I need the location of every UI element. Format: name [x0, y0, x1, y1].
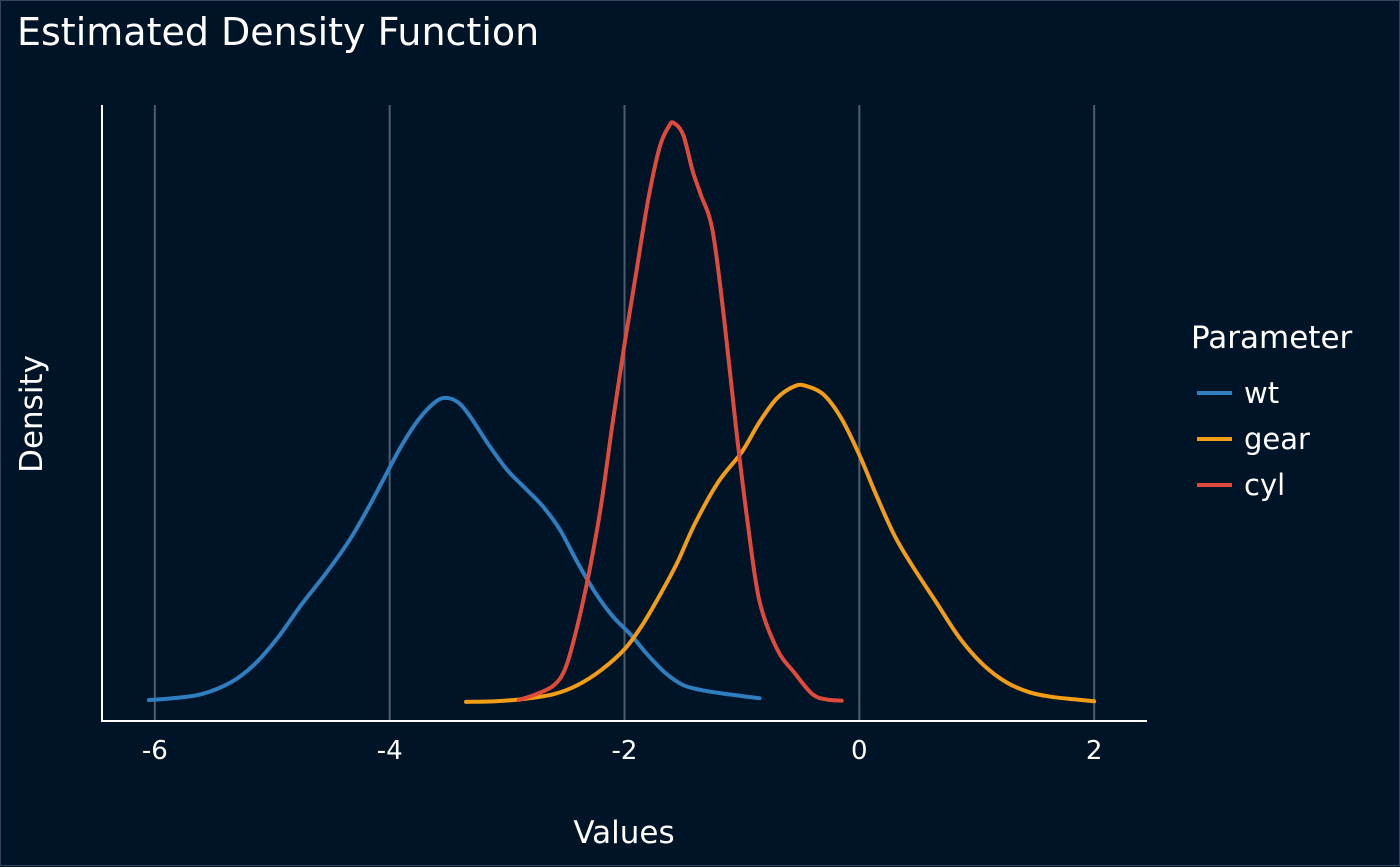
- x-tick-labels: -6 -4 -2 0 2: [142, 736, 1103, 766]
- x-tick-label: -2: [612, 736, 638, 766]
- x-tick-label: 0: [851, 736, 868, 766]
- legend: Parameter wt gear cyl: [1191, 320, 1353, 502]
- legend-items: wt gear cyl: [1197, 376, 1310, 502]
- legend-label-cyl: cyl: [1244, 468, 1285, 502]
- y-axis-title: Density: [14, 355, 50, 473]
- chart-title: Estimated Density Function: [17, 10, 539, 54]
- series-line-cyl: [516, 120, 844, 703]
- x-axis-title: Values: [573, 815, 674, 851]
- x-tick-label: -6: [142, 736, 168, 766]
- legend-label-gear: gear: [1244, 422, 1310, 456]
- series-line-gear: [463, 382, 1097, 704]
- x-tick-label: 2: [1086, 736, 1103, 766]
- x-tick-label: -4: [377, 736, 403, 766]
- gridlines: [153, 105, 1096, 721]
- series-lines: [146, 120, 1097, 704]
- legend-label-wt: wt: [1244, 376, 1279, 410]
- series-line-wt: [146, 395, 762, 703]
- legend-title: Parameter: [1191, 320, 1353, 356]
